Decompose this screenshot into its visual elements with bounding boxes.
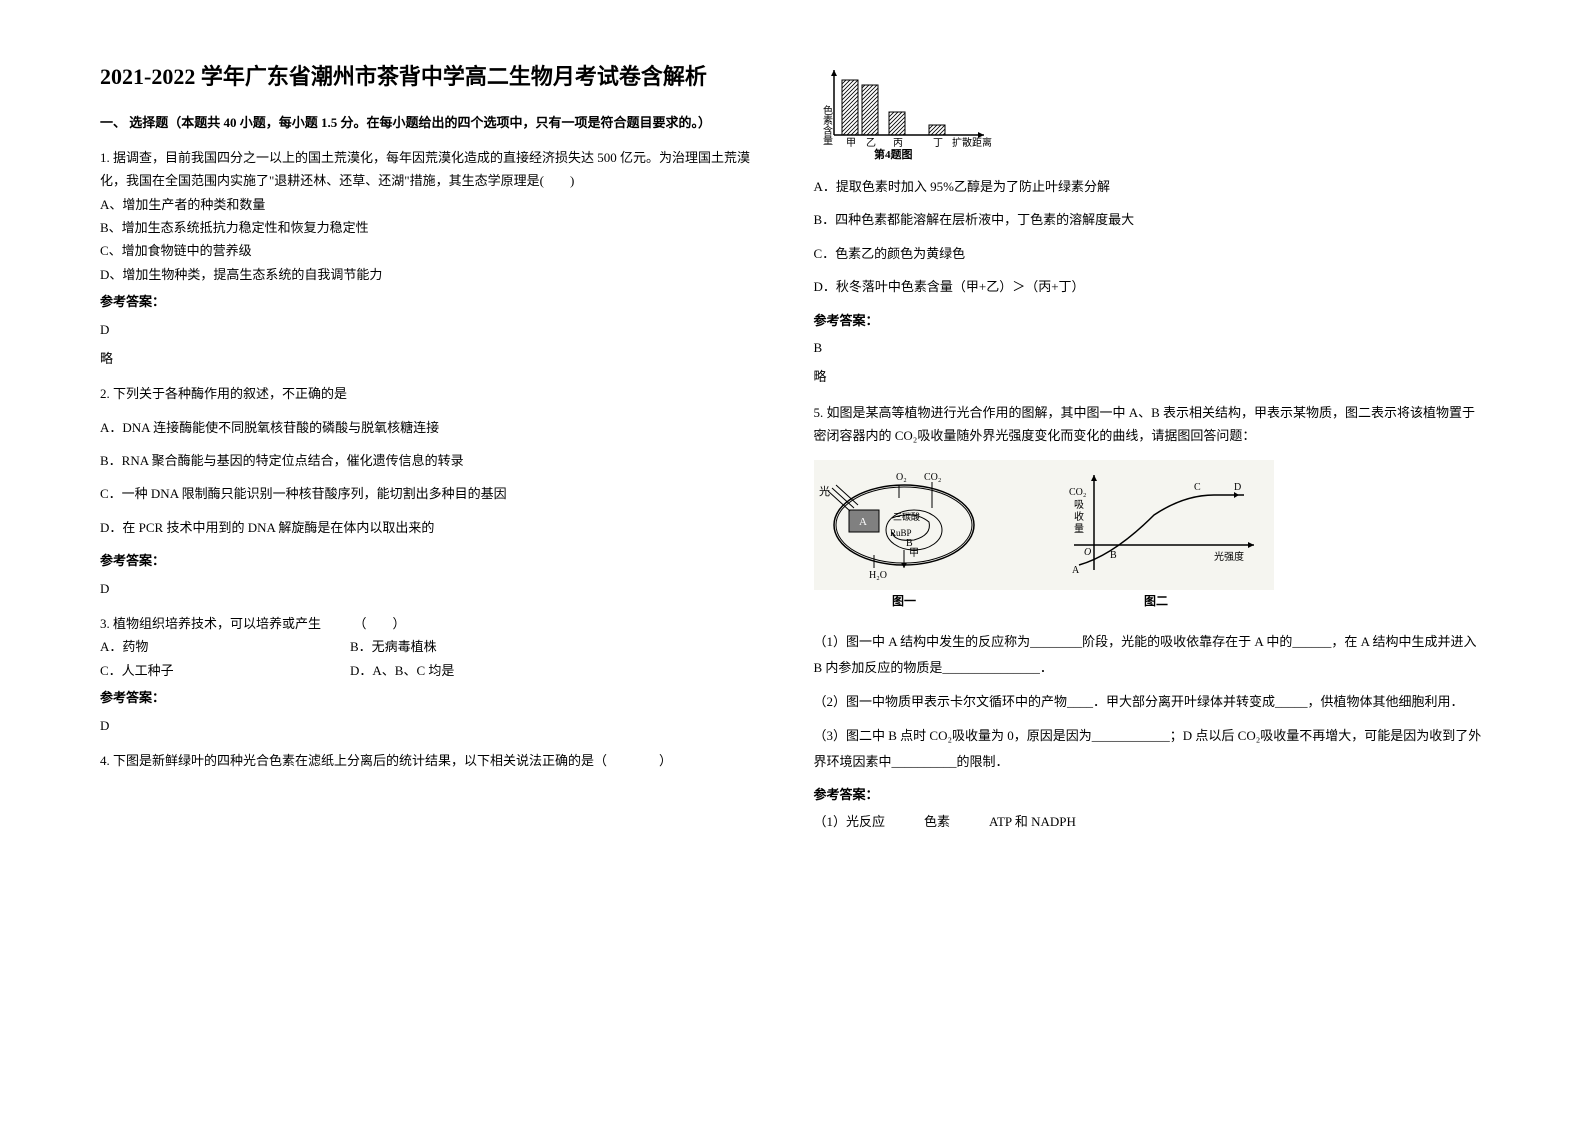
fig2-d: D — [1234, 482, 1241, 493]
fig1-jia: 甲 — [909, 548, 919, 559]
q5-text: 5. 如图是某高等植物进行光合作用的图解，其中图一中 A、B 表示相关结构，甲表… — [814, 401, 1488, 448]
q2-opt-c: C．一种 DNA 限制酶只能识别一种核苷酸序列，能切割出多种目的基因 — [100, 482, 774, 505]
q3-row1: A．药物 B．无病毒植株 — [100, 635, 774, 658]
q5-answer-label: 参考答案： — [814, 783, 1488, 806]
q2-text: 2. 下列关于各种酶作用的叙述，不正确的是 — [100, 382, 774, 405]
fig2-a: A — [1072, 565, 1080, 576]
q3-opt-b: B．无病毒植株 — [350, 635, 600, 658]
q3-opt-c: C．人工种子 — [100, 659, 350, 682]
q3-answer-label: 参考答案： — [100, 686, 774, 709]
question-1: 1. 据调查，目前我国四分之一以上的国土荒漠化，每年因荒漠化造成的直接经济损失达… — [100, 146, 774, 371]
question-5: 5. 如图是某高等植物进行光合作用的图解，其中图一中 A、B 表示相关结构，甲表… — [814, 401, 1488, 834]
fig2-c: C — [1194, 482, 1201, 493]
q5-figures: A B 甲 三碳酸 RuBP 光 O₂ CO₂ H₂O — [814, 460, 1488, 617]
q1-opt-d: D、增加生物种类，提高生态系统的自我调节能力 — [100, 263, 774, 286]
q1-answer: D — [100, 318, 774, 341]
q1-note: 略 — [100, 347, 774, 370]
chart-cat-jia: 甲 — [846, 138, 856, 149]
fig2-ylabel3: 收 — [1074, 510, 1084, 523]
q3-row2: C．人工种子 D．A、B、C 均是 — [100, 659, 774, 682]
fig1-co2: CO₂ — [924, 472, 941, 483]
q5-answer: （1）光反应 色素 ATP 和 NADPH — [814, 810, 1488, 833]
fig2-ylabel1: CO₂ — [1069, 487, 1086, 498]
q5-sub1: （1）图一中 A 结构中发生的反应称为________阶段，光能的吸收依靠存在于… — [814, 629, 1488, 681]
fig1-rubp: RuBP — [890, 528, 912, 538]
q1-answer-label: 参考答案： — [100, 290, 774, 313]
q2-answer-label: 参考答案： — [100, 549, 774, 572]
fig1-title: 图一 — [892, 594, 916, 608]
q3-answer: D — [100, 714, 774, 737]
exam-title: 2021-2022 学年广东省潮州市茶背中学高二生物月考试卷含解析 — [100, 60, 774, 93]
chart-cat-bing: 丙 — [893, 138, 903, 149]
q2-opt-b: B．RNA 聚合酶能与基因的特定位点结合，催化遗传信息的转录 — [100, 449, 774, 472]
q2-opt-d: D．在 PCR 技术中用到的 DNA 解旋酶是在体内以取出来的 — [100, 516, 774, 539]
fig2-ylabel4: 量 — [1074, 523, 1084, 535]
q3-opt-d: D．A、B、C 均是 — [350, 659, 600, 682]
q1-text: 1. 据调查，目前我国四分之一以上的国土荒漠化，每年因荒漠化造成的直接经济损失达… — [100, 146, 774, 193]
q1-opt-b: B、增加生态系统抵抗力稳定性和恢复力稳定性 — [100, 216, 774, 239]
q3-opt-a: A．药物 — [100, 635, 350, 658]
fig1-o2: O₂ — [896, 472, 907, 483]
q4-opt-d: D．秋冬落叶中色素含量（甲+乙）＞（丙+丁） — [814, 275, 1488, 298]
question-4-intro: 4. 下图是新鲜绿叶的四种光合色素在滤纸上分离后的统计结果，以下相关说法正确的是… — [100, 749, 774, 772]
q5-sub3: （3）图二中 B 点时 CO₂吸收量为 0，原因是因为____________；… — [814, 723, 1488, 775]
q1-opt-a: A、增加生产者的种类和数量 — [100, 193, 774, 216]
question-4-opts: A．提取色素时加入 95%乙醇是为了防止叶绿素分解 B．四种色素都能溶解在层析液… — [814, 175, 1488, 389]
fig2-b: B — [1110, 550, 1117, 561]
bar-chart-svg: 色素含量 甲 乙 丙 丁 扩散距离 第4题图 — [814, 60, 1014, 160]
fig2-xlabel: 光强度 — [1214, 550, 1244, 563]
q4-note: 略 — [814, 365, 1488, 388]
q5-figure-svg: A B 甲 三碳酸 RuBP 光 O₂ CO₂ H₂O — [814, 460, 1274, 610]
q3-text: 3. 植物组织培养技术，可以培养或产生 （ ） — [100, 612, 774, 635]
chart-cat-yi: 乙 — [866, 137, 876, 149]
left-column: 2021-2022 学年广东省潮州市茶背中学高二生物月考试卷含解析 一、 选择题… — [80, 60, 794, 1062]
q2-opt-a: A．DNA 连接酶能使不同脱氧核苷酸的磷酸与脱氧核糖连接 — [100, 416, 774, 439]
question-2: 2. 下列关于各种酶作用的叙述，不正确的是 A．DNA 连接酶能使不同脱氧核苷酸… — [100, 382, 774, 600]
q4-chart: 色素含量 甲 乙 丙 丁 扩散距离 第4题图 — [814, 60, 1488, 160]
fig2-title: 图二 — [1144, 594, 1168, 608]
chart-xlabel: 扩散距离 — [952, 136, 992, 149]
q5-sub2: （2）图一中物质甲表示卡尔文循环中的产物____．甲大部分离开叶绿体并转变成__… — [814, 689, 1488, 715]
question-3: 3. 植物组织培养技术，可以培养或产生 （ ） A．药物 B．无病毒植株 C．人… — [100, 612, 774, 737]
chart-ylabel: 色素含量 — [820, 104, 832, 145]
q4-answer-label: 参考答案： — [814, 309, 1488, 332]
section-header: 一、 选择题（本题共 40 小题，每小题 1.5 分。在每小题给出的四个选项中，… — [100, 113, 774, 134]
right-column: 色素含量 甲 乙 丙 丁 扩散距离 第4题图 A．提取色素时加入 95%乙醇是为… — [794, 60, 1508, 1062]
q4-opt-a: A．提取色素时加入 95%乙醇是为了防止叶绿素分解 — [814, 175, 1488, 198]
fig2-ylabel2: 吸 — [1074, 500, 1084, 511]
q1-opt-c: C、增加食物链中的营养级 — [100, 239, 774, 262]
chart-title: 第4题图 — [874, 147, 913, 160]
fig2-o: O — [1084, 547, 1091, 558]
q2-answer: D — [100, 577, 774, 600]
q4-text: 4. 下图是新鲜绿叶的四种光合色素在滤纸上分离后的统计结果，以下相关说法正确的是… — [100, 749, 774, 772]
chart-cat-ding: 丁 — [933, 138, 943, 149]
fig1-h2o: H₂O — [869, 570, 887, 581]
q4-opt-b: B．四种色素都能溶解在层析液中，丁色素的溶解度最大 — [814, 208, 1488, 231]
q4-answer: B — [814, 336, 1488, 359]
q4-opt-c: C．色素乙的颜色为黄绿色 — [814, 242, 1488, 265]
fig1-a: A — [859, 516, 867, 528]
